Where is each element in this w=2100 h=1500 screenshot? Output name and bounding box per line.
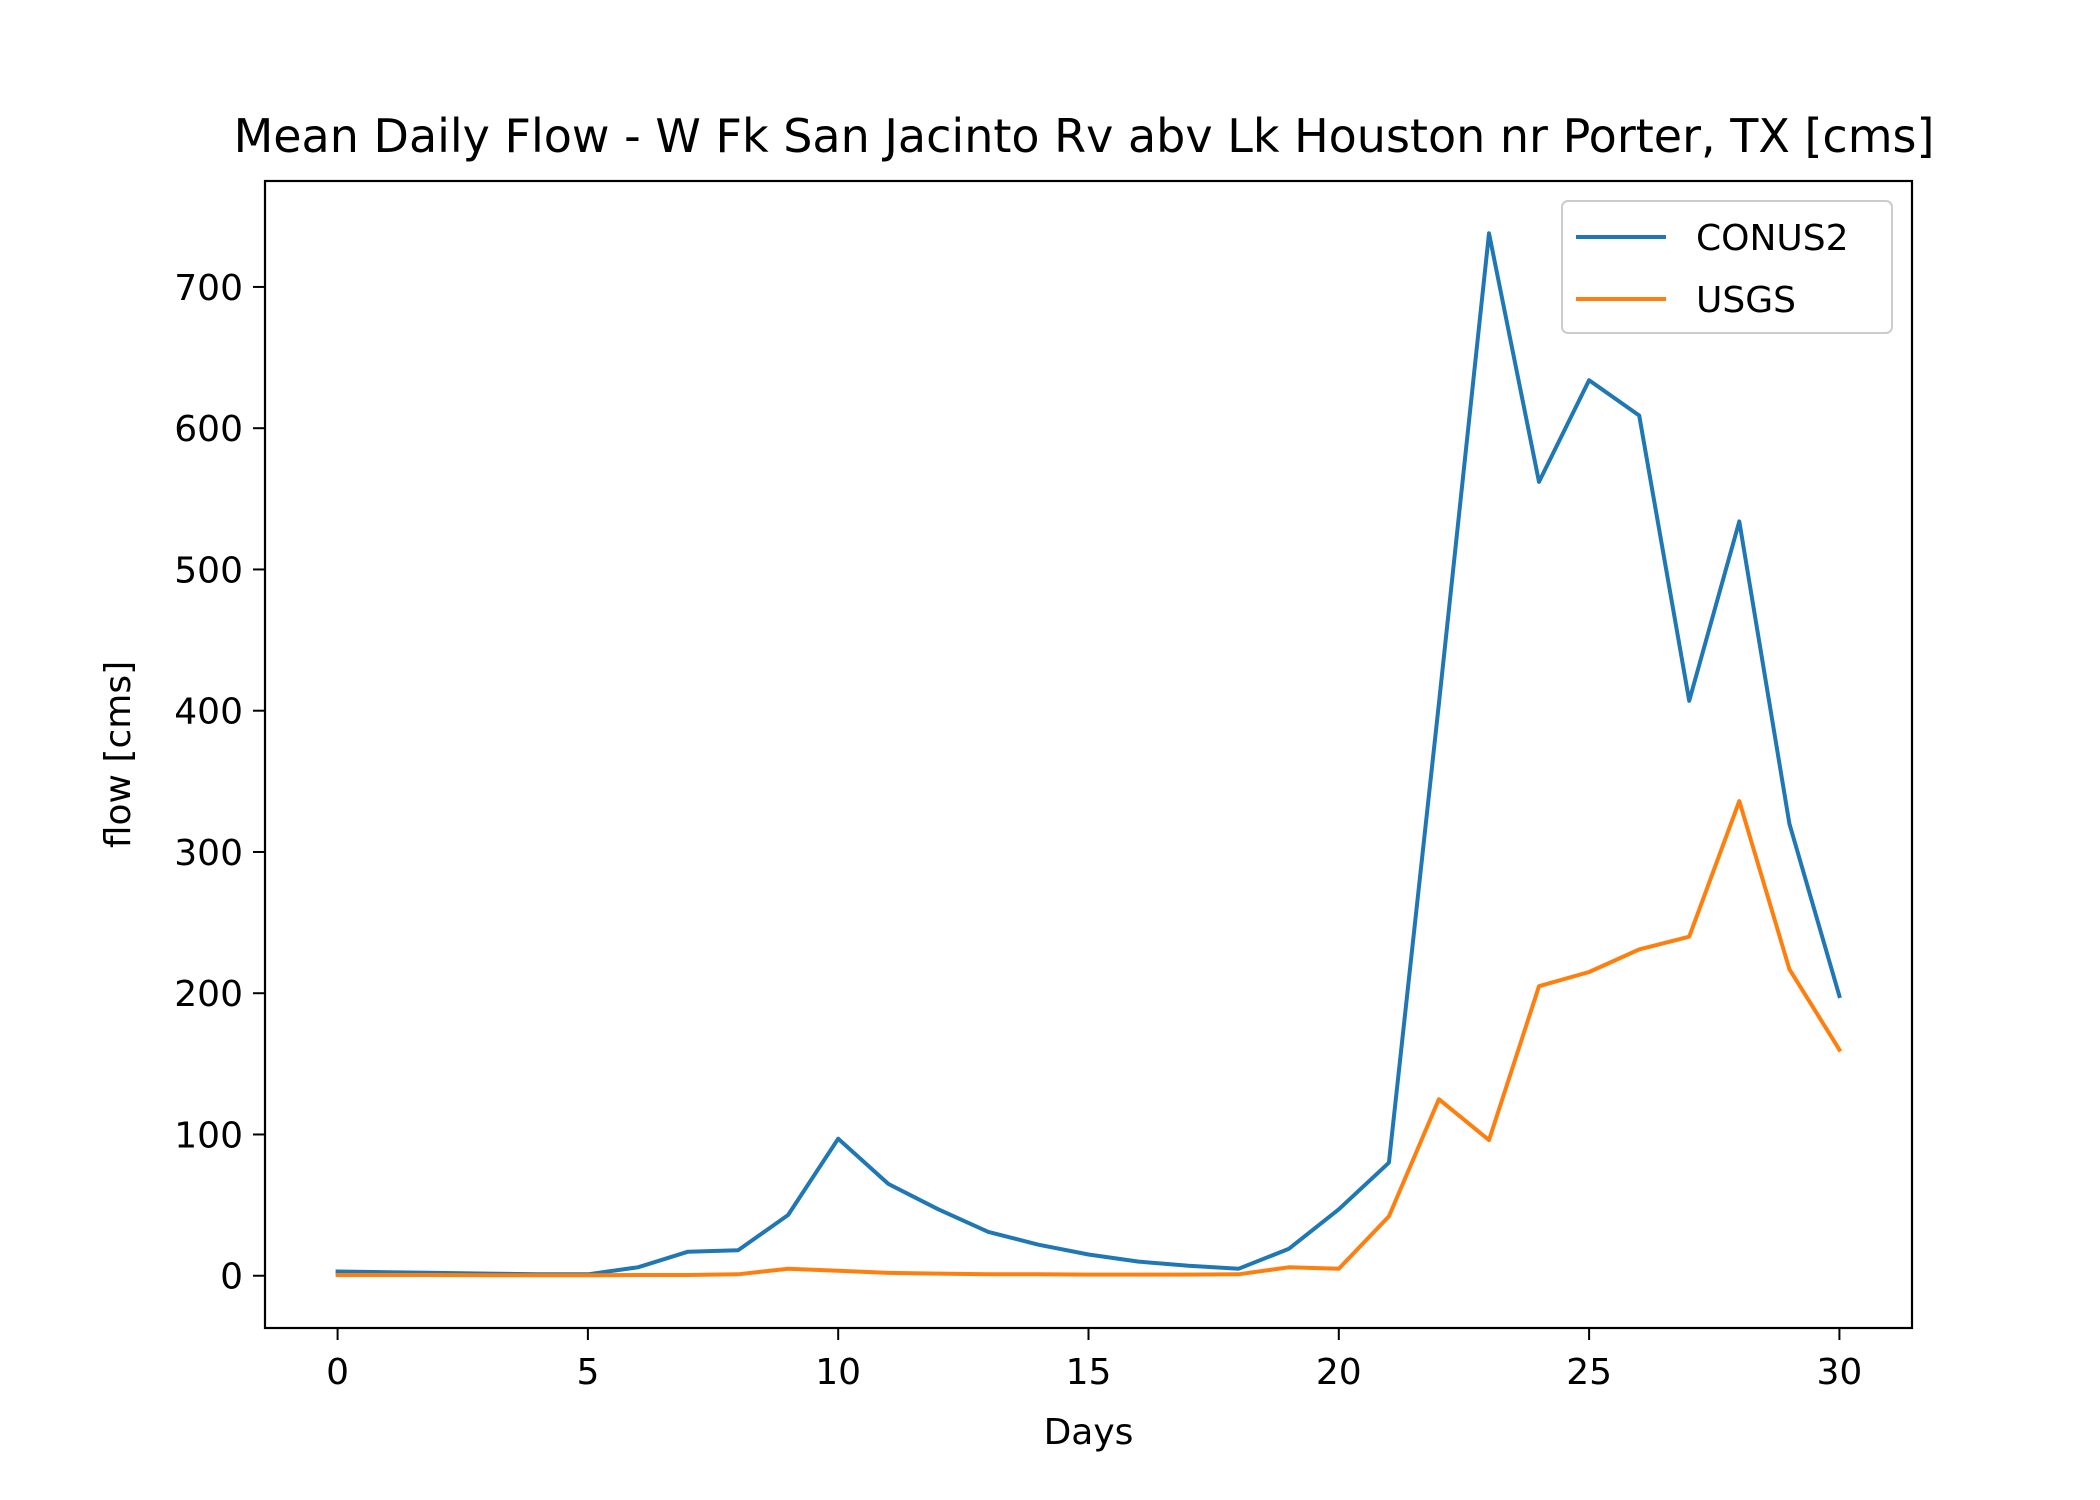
legend: CONUS2 USGS xyxy=(1561,200,1893,334)
x-tick-label: 20 xyxy=(1316,1352,1362,1393)
y-axis-label: flow [cms] xyxy=(98,661,139,848)
x-axis-label: Days xyxy=(1044,1412,1134,1453)
x-tick-label: 10 xyxy=(815,1352,861,1393)
y-tick-label: 700 xyxy=(174,268,243,309)
legend-label-usgs: USGS xyxy=(1696,280,1796,321)
chart-title: Mean Daily Flow - W Fk San Jacinto Rv ab… xyxy=(234,109,1935,163)
x-axis: 0 5 10 15 20 25 30 xyxy=(326,1328,1862,1393)
x-tick-label: 5 xyxy=(576,1352,599,1393)
series-line-usgs xyxy=(335,799,1843,1278)
x-tick-label: 30 xyxy=(1817,1352,1863,1393)
legend-label-conus2: CONUS2 xyxy=(1696,218,1849,259)
y-tick-label: 500 xyxy=(174,550,243,591)
x-tick-label: 0 xyxy=(326,1352,349,1393)
y-tick-label: 400 xyxy=(174,692,243,733)
y-tick-label: 600 xyxy=(174,409,243,450)
y-tick-label: 0 xyxy=(220,1257,243,1298)
y-axis: 0 100 200 300 400 500 600 700 xyxy=(174,268,265,1298)
y-tick-label: 300 xyxy=(174,833,243,874)
y-tick-label: 100 xyxy=(174,1115,243,1156)
series-layer xyxy=(335,231,1843,1278)
y-tick-label: 200 xyxy=(174,974,243,1015)
x-tick-label: 15 xyxy=(1066,1352,1112,1393)
x-tick-label: 25 xyxy=(1566,1352,1612,1393)
